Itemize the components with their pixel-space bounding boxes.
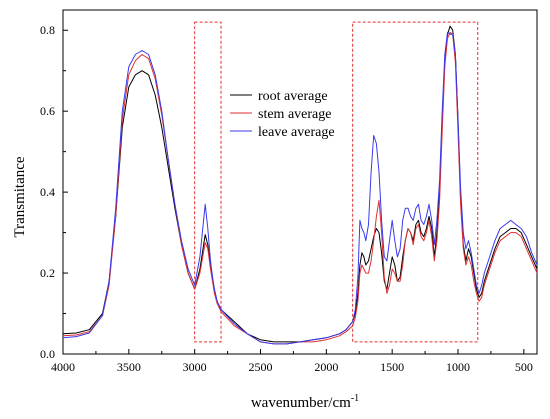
y-tick-label: 0.8 <box>40 23 55 37</box>
x-tick-label: 2500 <box>249 360 273 374</box>
x-tick-label: 500 <box>515 360 533 374</box>
x-tick-label: 3000 <box>183 360 207 374</box>
series-line-leave-average <box>62 31 538 345</box>
x-axis-ticks: 4000 3500 3000 2500 2000 1500 1000 500 <box>51 349 533 374</box>
svg-text:wavenumber/cm-1: wavenumber/cm-1 <box>251 393 359 411</box>
y-axis-ticks: 0.0 0.2 0.4 0.6 0.8 <box>40 23 68 361</box>
x-tick-label: 1500 <box>380 360 404 374</box>
y-axis-label: Transmitance <box>12 156 28 237</box>
y-tick-label: 0.4 <box>40 185 55 199</box>
x-axis-label-superscript: -1 <box>351 393 359 404</box>
series-lines <box>62 25 538 345</box>
x-tick-label: 4000 <box>51 360 75 374</box>
legend-label-1: root average <box>258 89 328 104</box>
highlight-box-2 <box>352 21 479 343</box>
legend-label-2: stem average <box>258 107 331 122</box>
legend: root average stem average leave average <box>230 89 335 140</box>
y-axis-title: Transmitance <box>12 156 28 237</box>
highlight-box-1 <box>194 21 222 343</box>
y-tick-label: 0.0 <box>40 347 55 361</box>
y-tick-label: 0.2 <box>40 266 55 280</box>
x-tick-label: 2000 <box>314 360 338 374</box>
x-tick-label: 3500 <box>117 360 141 374</box>
x-axis-label: wavenumber/cm <box>251 395 351 411</box>
y-tick-label: 0.6 <box>40 104 55 118</box>
plot-frame <box>62 9 538 355</box>
legend-label-3: leave average <box>258 125 335 140</box>
highlight-regions <box>194 21 479 343</box>
x-tick-label: 1000 <box>446 360 470 374</box>
x-axis-title: wavenumber/cm-1 <box>251 393 359 411</box>
series-line-stem-average <box>62 31 538 345</box>
series-line-root-average <box>62 25 538 343</box>
